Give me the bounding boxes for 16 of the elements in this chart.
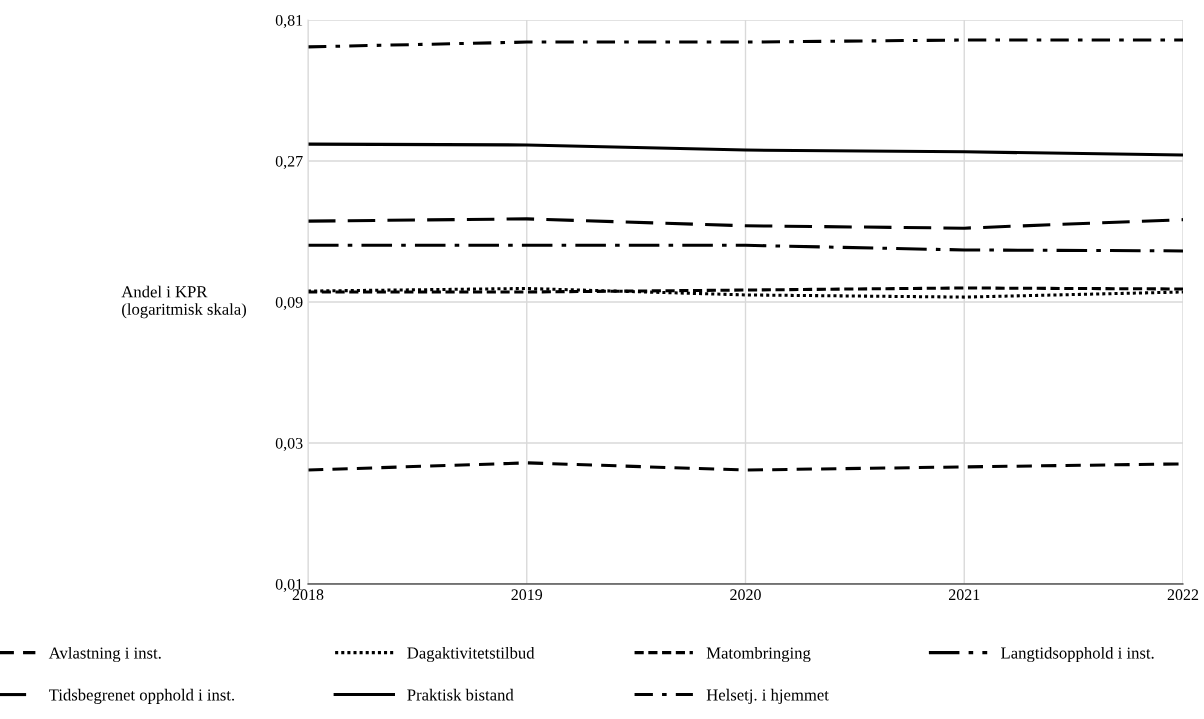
y-tick-label: 0,27: [275, 155, 303, 169]
x-tick-label: 2019: [511, 589, 543, 601]
legend-label: Tidsbegrenet opphold i inst.: [49, 688, 235, 704]
legend-label: Praktisk bistand: [407, 688, 514, 701]
x-tick-label: 2021: [948, 589, 980, 601]
y-tick-label: 0,03: [275, 437, 303, 451]
y-tick-label: 0,09: [275, 296, 303, 310]
legend-label: Avlastning i inst.: [48, 646, 161, 663]
x-tick-label: 2022: [1167, 589, 1199, 601]
y-axis-title: Andel i KPR (logaritmisk skala): [121, 285, 247, 319]
x-tick-label: 2020: [730, 589, 761, 601]
y-tick-label: 0,81: [275, 14, 303, 28]
legend-label: Dagaktivitetstilbud: [407, 646, 535, 663]
legend-label: Matombringing: [706, 646, 811, 663]
legend-label: Helsetj. i hjemmet: [706, 688, 829, 704]
legend-label: Langtidsopphold i inst.: [1001, 646, 1154, 663]
